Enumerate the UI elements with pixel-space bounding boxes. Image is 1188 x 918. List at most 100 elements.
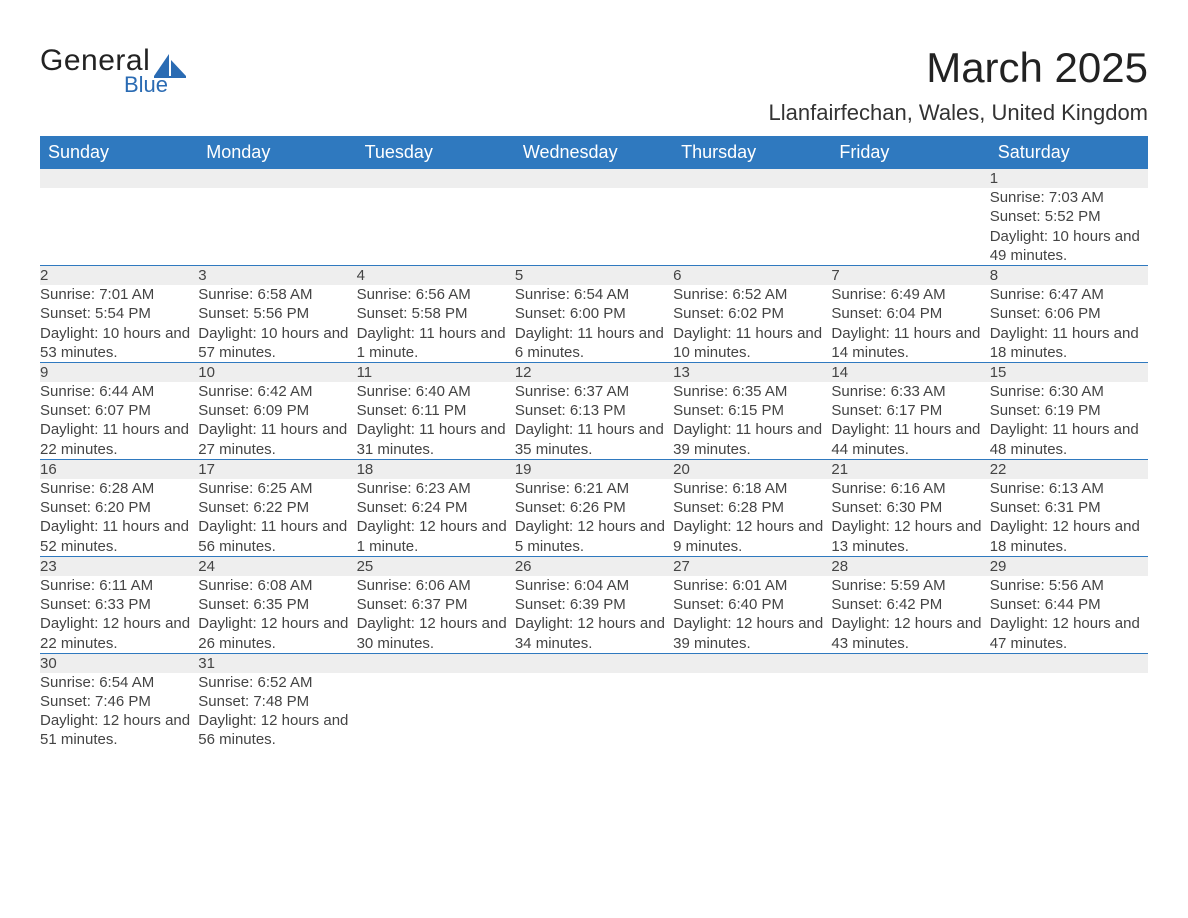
sunset: Sunset: 6:26 PM: [515, 498, 673, 517]
day-number: 20: [673, 459, 831, 479]
day-cell: [831, 673, 989, 750]
day-cell: Sunrise: 6:33 AMSunset: 6:17 PMDaylight:…: [831, 382, 989, 459]
weekday-header-row: SundayMondayTuesdayWednesdayThursdayFrid…: [40, 136, 1148, 169]
day-cell: Sunrise: 7:03 AMSunset: 5:52 PMDaylight:…: [990, 188, 1148, 265]
day-number: 15: [990, 362, 1148, 382]
day-number: 26: [515, 556, 673, 576]
day-cell: Sunrise: 6:49 AMSunset: 6:04 PMDaylight:…: [831, 285, 989, 362]
sunset: Sunset: 6:20 PM: [40, 498, 198, 517]
day-detail-row: Sunrise: 7:01 AMSunset: 5:54 PMDaylight:…: [40, 285, 1148, 362]
sunrise: Sunrise: 7:03 AM: [990, 188, 1148, 207]
day-number: 13: [673, 362, 831, 382]
sunrise: Sunrise: 6:58 AM: [198, 285, 356, 304]
daylight: Daylight: 11 hours and 44 minutes.: [831, 420, 989, 458]
day-cell: Sunrise: 6:42 AMSunset: 6:09 PMDaylight:…: [198, 382, 356, 459]
day-number: 1: [990, 169, 1148, 188]
day-cell: Sunrise: 6:13 AMSunset: 6:31 PMDaylight:…: [990, 479, 1148, 556]
day-number-row: 2345678: [40, 265, 1148, 285]
day-number: 25: [357, 556, 515, 576]
day-number: 9: [40, 362, 198, 382]
sunset: Sunset: 6:19 PM: [990, 401, 1148, 420]
day-number: [357, 653, 515, 673]
day-cell: [673, 673, 831, 750]
day-number: [198, 169, 356, 188]
sunrise: Sunrise: 6:01 AM: [673, 576, 831, 595]
daylight: Daylight: 11 hours and 35 minutes.: [515, 420, 673, 458]
day-cell: Sunrise: 6:30 AMSunset: 6:19 PMDaylight:…: [990, 382, 1148, 459]
day-cell: Sunrise: 6:56 AMSunset: 5:58 PMDaylight:…: [357, 285, 515, 362]
calendar-table: SundayMondayTuesdayWednesdayThursdayFrid…: [40, 136, 1148, 750]
day-number: 23: [40, 556, 198, 576]
day-number: 4: [357, 265, 515, 285]
daylight: Daylight: 12 hours and 1 minute.: [357, 517, 515, 555]
day-cell: [198, 188, 356, 265]
daylight: Daylight: 11 hours and 27 minutes.: [198, 420, 356, 458]
daylight: Daylight: 11 hours and 56 minutes.: [198, 517, 356, 555]
sunrise: Sunrise: 6:37 AM: [515, 382, 673, 401]
day-number: 10: [198, 362, 356, 382]
daylight: Daylight: 12 hours and 22 minutes.: [40, 614, 198, 652]
sunrise: Sunrise: 6:52 AM: [673, 285, 831, 304]
weekday-header: Monday: [198, 136, 356, 169]
daylight: Daylight: 11 hours and 14 minutes.: [831, 324, 989, 362]
day-number: 17: [198, 459, 356, 479]
sunset: Sunset: 7:46 PM: [40, 692, 198, 711]
sunset: Sunset: 6:15 PM: [673, 401, 831, 420]
sunrise: Sunrise: 6:44 AM: [40, 382, 198, 401]
daylight: Daylight: 12 hours and 18 minutes.: [990, 517, 1148, 555]
day-number: [40, 169, 198, 188]
daylight: Daylight: 12 hours and 5 minutes.: [515, 517, 673, 555]
day-number: [673, 653, 831, 673]
day-number: 19: [515, 459, 673, 479]
sunrise: Sunrise: 6:40 AM: [357, 382, 515, 401]
day-number: [990, 653, 1148, 673]
sunrise: Sunrise: 6:25 AM: [198, 479, 356, 498]
day-cell: Sunrise: 6:21 AMSunset: 6:26 PMDaylight:…: [515, 479, 673, 556]
sunrise: Sunrise: 6:28 AM: [40, 479, 198, 498]
daylight: Daylight: 12 hours and 34 minutes.: [515, 614, 673, 652]
day-number: 27: [673, 556, 831, 576]
daylight: Daylight: 12 hours and 47 minutes.: [990, 614, 1148, 652]
day-cell: Sunrise: 7:01 AMSunset: 5:54 PMDaylight:…: [40, 285, 198, 362]
day-cell: Sunrise: 6:11 AMSunset: 6:33 PMDaylight:…: [40, 576, 198, 653]
sunrise: Sunrise: 6:30 AM: [990, 382, 1148, 401]
sunrise: Sunrise: 6:42 AM: [198, 382, 356, 401]
sunset: Sunset: 6:07 PM: [40, 401, 198, 420]
sunset: Sunset: 5:54 PM: [40, 304, 198, 323]
day-number: 12: [515, 362, 673, 382]
sunset: Sunset: 6:30 PM: [831, 498, 989, 517]
sunset: Sunset: 5:52 PM: [990, 207, 1148, 226]
sunrise: Sunrise: 6:56 AM: [357, 285, 515, 304]
sunrise: Sunrise: 5:59 AM: [831, 576, 989, 595]
daylight: Daylight: 11 hours and 31 minutes.: [357, 420, 515, 458]
day-number: [515, 653, 673, 673]
day-cell: Sunrise: 6:37 AMSunset: 6:13 PMDaylight:…: [515, 382, 673, 459]
daylight: Daylight: 11 hours and 1 minute.: [357, 324, 515, 362]
daylight: Daylight: 11 hours and 48 minutes.: [990, 420, 1148, 458]
sunset: Sunset: 7:48 PM: [198, 692, 356, 711]
day-number-row: 9101112131415: [40, 362, 1148, 382]
day-cell: Sunrise: 6:28 AMSunset: 6:20 PMDaylight:…: [40, 479, 198, 556]
day-cell: [515, 188, 673, 265]
day-number: 6: [673, 265, 831, 285]
day-number: [831, 653, 989, 673]
daylight: Daylight: 10 hours and 49 minutes.: [990, 227, 1148, 265]
month-title: March 2025: [769, 44, 1149, 92]
daylight: Daylight: 11 hours and 22 minutes.: [40, 420, 198, 458]
day-cell: [357, 188, 515, 265]
sunrise: Sunrise: 6:18 AM: [673, 479, 831, 498]
sunset: Sunset: 5:58 PM: [357, 304, 515, 323]
sunrise: Sunrise: 5:56 AM: [990, 576, 1148, 595]
sunset: Sunset: 6:11 PM: [357, 401, 515, 420]
day-detail-row: Sunrise: 6:54 AMSunset: 7:46 PMDaylight:…: [40, 673, 1148, 750]
sunrise: Sunrise: 6:08 AM: [198, 576, 356, 595]
sunset: Sunset: 6:02 PM: [673, 304, 831, 323]
brand-sub: Blue: [124, 72, 188, 98]
day-number: 5: [515, 265, 673, 285]
sunset: Sunset: 6:04 PM: [831, 304, 989, 323]
sunset: Sunset: 6:42 PM: [831, 595, 989, 614]
daylight: Daylight: 10 hours and 53 minutes.: [40, 324, 198, 362]
daylight: Daylight: 12 hours and 13 minutes.: [831, 517, 989, 555]
sunrise: Sunrise: 6:35 AM: [673, 382, 831, 401]
weekday-header: Thursday: [673, 136, 831, 169]
